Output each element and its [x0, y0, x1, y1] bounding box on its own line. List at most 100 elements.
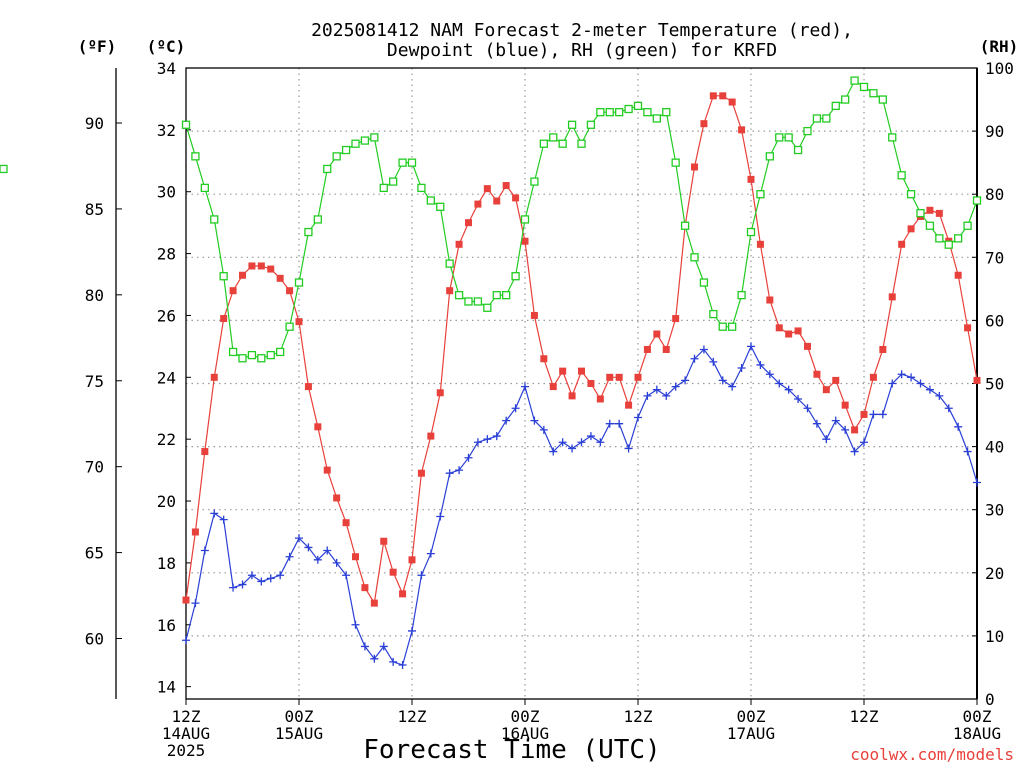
- rh-point: [916, 208, 925, 218]
- temperature-point: [408, 556, 416, 564]
- rh-point: [323, 164, 332, 174]
- temperature-point: [587, 380, 595, 387]
- dewpoint-point: [624, 444, 633, 453]
- rh-tick-label: 60: [985, 311, 1004, 330]
- rh-point: [351, 139, 360, 148]
- dewpoint-point: [662, 391, 671, 400]
- rh-point: [285, 322, 294, 331]
- dewpoint-point: [860, 438, 868, 447]
- dewpoint-point: [568, 444, 577, 453]
- dewpoint-point: [643, 391, 652, 400]
- dewpoint-point: [935, 391, 944, 400]
- x-tick-label: 18AUG: [953, 724, 1001, 743]
- rh-point: [304, 227, 313, 237]
- rh-point: [219, 272, 228, 281]
- rh-tick-label: 50: [985, 375, 1004, 394]
- rh-point: [502, 291, 511, 300]
- rh-tick-label: 20: [985, 564, 1004, 583]
- rh-point: [746, 227, 756, 237]
- temperature-point: [766, 296, 774, 304]
- temperature-point: [352, 553, 359, 561]
- dewpoint-point: [257, 577, 266, 586]
- temperature-point: [201, 448, 209, 456]
- rh-point: [954, 234, 963, 243]
- rh-point: [464, 297, 473, 306]
- celsius-tick-label: 22: [157, 430, 176, 449]
- series-temperature: [182, 92, 981, 607]
- dewpoint-point: [897, 370, 906, 379]
- rh-point: [341, 145, 351, 155]
- temperature-point: [728, 98, 736, 106]
- dewpoint-point: [728, 382, 737, 391]
- temperature-point: [257, 262, 265, 270]
- dewpoint-point: [417, 571, 426, 580]
- rh-point: [888, 133, 897, 142]
- dewpoint-point: [577, 438, 586, 447]
- temperature-point: [615, 373, 623, 381]
- temperature-point: [229, 287, 237, 295]
- temperature-point: [295, 318, 303, 326]
- dewpoint-point: [313, 555, 322, 564]
- temperature-point: [643, 345, 651, 353]
- rh-point: [699, 278, 709, 287]
- temperature-point: [625, 401, 633, 409]
- temperature-point: [794, 327, 802, 335]
- dewpoint-point: [332, 558, 341, 567]
- rh-tick-label: 0: [985, 690, 995, 709]
- x-tick-label: 2025: [167, 741, 206, 760]
- rh-point: [709, 309, 718, 319]
- temperature-point: [314, 423, 322, 431]
- temperature-point: [436, 389, 444, 397]
- x-tick-label: 00Z: [963, 707, 992, 726]
- dewpoint-point: [229, 583, 238, 592]
- dewpoint-point: [464, 453, 473, 462]
- rh-point: [558, 139, 567, 148]
- temperature-point: [879, 345, 887, 353]
- temperature-point: [380, 537, 388, 545]
- series-dewpoint: [182, 342, 981, 669]
- dewpoint-point: [699, 345, 708, 354]
- dewpoint-point: [360, 642, 369, 651]
- rh-point: [426, 196, 435, 205]
- rh-point: [276, 347, 285, 357]
- dewpoint-point: [285, 552, 294, 561]
- x-tick-label: 17AUG: [727, 724, 775, 743]
- temperature-point: [512, 194, 520, 202]
- rh-point: [247, 350, 257, 360]
- temperature-point: [182, 596, 190, 604]
- dewpoint-point: [831, 416, 840, 425]
- x-axis-label: Forecast Time (UTC): [363, 735, 660, 765]
- dewpoint-point: [210, 509, 219, 518]
- dewpoint-point: [841, 425, 850, 434]
- chart-title-line-1: 2025081412 NAM Forecast 2-meter Temperat…: [311, 20, 853, 41]
- rh-point: [417, 183, 426, 193]
- rh-point: [662, 108, 671, 117]
- fahrenheit-tick-label: 70: [85, 458, 104, 477]
- rh-point: [191, 152, 200, 161]
- dewpoint-point: [295, 534, 303, 543]
- rh-point: [850, 76, 859, 85]
- temperature-point: [493, 197, 501, 205]
- dewpoint-point: [925, 385, 934, 394]
- temperature-point: [446, 287, 454, 295]
- rh-point: [313, 215, 322, 224]
- fahrenheit-tick-label: 80: [85, 286, 104, 305]
- dewpoint-point: [200, 546, 209, 555]
- rh-point: [784, 133, 793, 142]
- dewpoint-point: [182, 636, 190, 645]
- temperature-point: [361, 584, 369, 592]
- rh-point: [897, 171, 906, 180]
- temperature-point: [756, 240, 764, 248]
- chart-title-line-2: Dewpoint (blue), RH (green) for KRFD: [387, 40, 777, 61]
- dewpoint-point: [558, 438, 567, 447]
- dewpoint-point: [530, 416, 539, 425]
- dewpoint-point: [822, 435, 831, 444]
- fahrenheit-tick-label: 60: [85, 630, 104, 649]
- dewpoint-point: [521, 382, 529, 391]
- dewpoint-point: [586, 432, 595, 441]
- rh-point: [266, 350, 275, 360]
- temperature-point: [804, 342, 811, 350]
- rh-tick-label: 100: [985, 59, 1014, 78]
- temperature-point: [323, 466, 331, 474]
